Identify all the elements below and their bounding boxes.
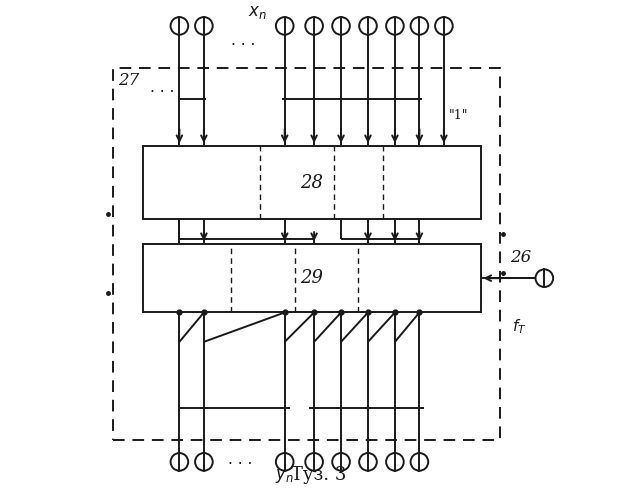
Bar [143,146,480,220]
Text: 26: 26 [510,249,531,266]
Bar [143,244,480,312]
Text: 27: 27 [118,72,140,90]
Text: $f_T$: $f_T$ [512,318,527,336]
Text: "1": "1" [449,109,468,122]
Text: . . .: . . . [231,33,255,48]
Text: Τуз. 3: Τуз. 3 [292,466,346,484]
Text: 29: 29 [300,269,323,287]
Text: 28: 28 [300,174,323,192]
Text: $x_n$: $x_n$ [248,4,267,21]
Text: $y_n$: $y_n$ [275,467,294,485]
FancyBboxPatch shape [114,68,500,440]
Text: . . .: . . . [228,452,253,467]
Text: . . .: . . . [150,80,174,94]
